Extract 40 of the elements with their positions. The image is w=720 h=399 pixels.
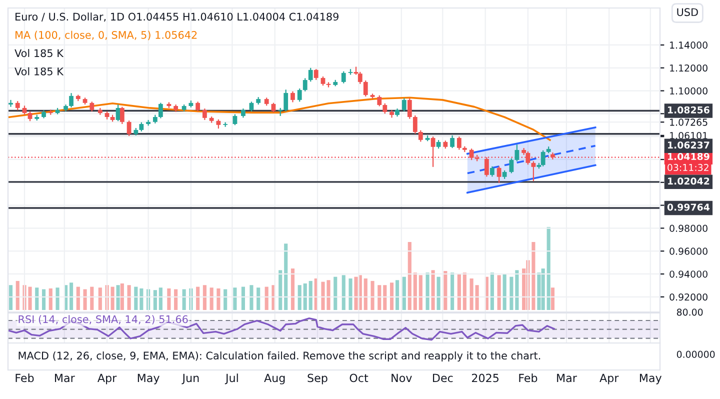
text: MA (100, close, 0, SMA, 5) 1.05642 [16,30,197,40]
text: 0.00000 [676,350,715,358]
series-label: RSI (14, close, SMA, 14, 2) 51.66 [18,315,188,324]
x-tick-label: Apr [98,374,117,384]
x-tick-label: May [640,374,662,384]
annotation: Vol 185 K [14,67,64,76]
x-tick-label: Dec [433,374,453,382]
x-tick-label: Feb [519,374,538,382]
chart-title: Euro / U.S. Dollar, 1D O1.04455 H1.04610 L1.04004 C1.04189 [16,12,338,22]
y-tick-label: 1.07265 [670,118,708,126]
x-tick-label: May [138,374,160,384]
annotation: Vol 185 K [14,49,64,58]
x-tick-label: Nov [392,374,412,382]
ref-line-label: 1.02042 [668,178,710,185]
text: 03:11:32 [668,164,708,172]
y-tick-label: 0.94000 [670,270,708,278]
y-tick-label: 0.96000 [670,248,708,255]
text: 80.00 [676,308,703,316]
y-tick-label: 0.98000 [670,224,708,232]
x-tick-label: Apr [600,374,619,384]
x-tick-label: 2025 [472,374,498,382]
y-axis-title: USD [677,8,698,16]
y-tick-label: 1.12000 [670,64,708,72]
x-tick-label: Jun [182,374,199,384]
ref-line-label: 1.04189 [668,152,710,160]
x-tick-label: Sep [308,374,328,384]
x-tick-label: Mar [557,374,577,382]
text: MACD (12, 26, close, 9, EMA, EMA): Calculation failed. Remove the script and reapply it to the chart. [18,351,540,362]
x-tick-label: Mar [55,374,75,382]
ref-line-label: 1.06237 [668,141,710,149]
y-tick-label: 1.06101 [670,132,708,140]
y-tick-label: 1.14000 [670,42,708,49]
y-tick-label: 1.10000 [670,87,708,95]
ref-line-label: 1.08256 [668,106,710,114]
y-tick-label: 0.92000 [670,293,708,301]
x-tick-label: Oct [350,374,368,382]
x-tick-label: Aug [264,374,285,384]
x-tick-label: Jul [224,374,238,384]
ref-line-label: 0.99764 [667,204,710,211]
x-tick-label: Feb [16,374,34,382]
